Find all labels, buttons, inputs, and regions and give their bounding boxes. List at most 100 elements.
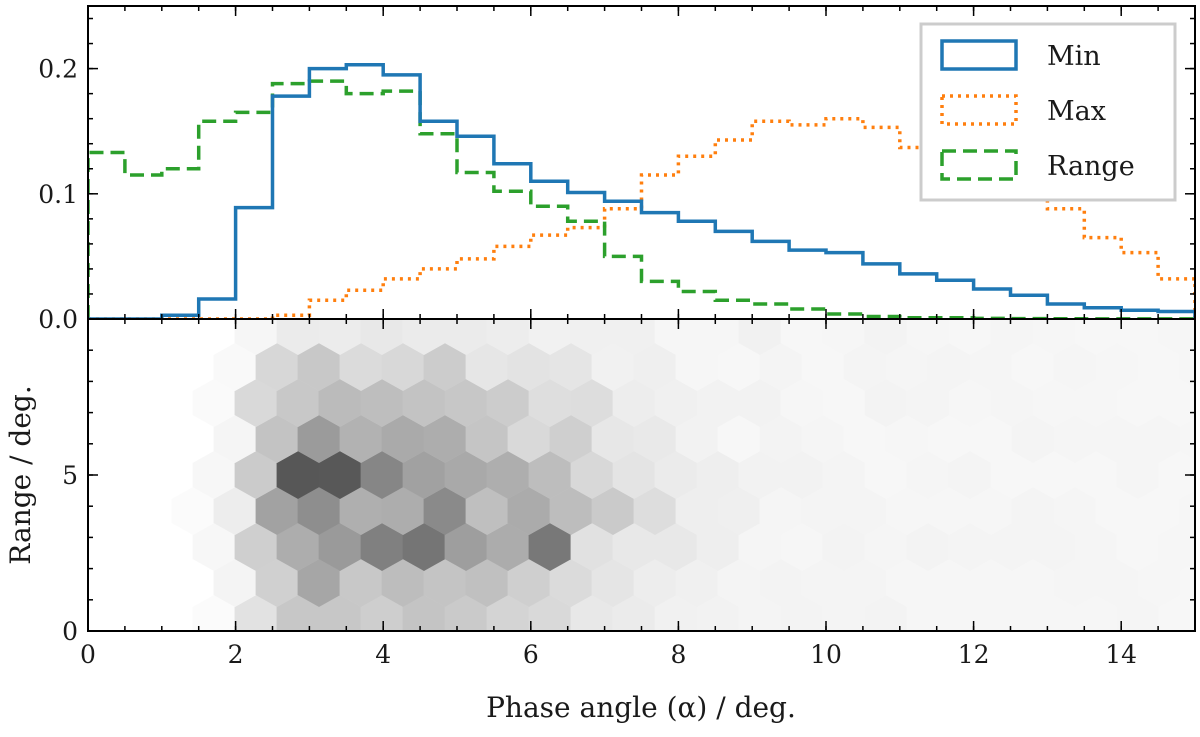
hexbin-cell [360,379,404,427]
hexbin-cell [906,319,950,355]
hexbin-cell [549,415,593,463]
hexbin-cell [1074,523,1118,571]
hexbin-cell [444,379,488,427]
hexbin-cell [192,451,236,499]
hexbin-cell [423,415,467,463]
hexbin-cell [1032,523,1076,571]
hexbin-cell [1053,487,1097,535]
hexbin-cell [213,415,257,463]
hexbin-cell [486,523,530,571]
hexbin-cell [864,451,908,499]
hexbin-cell [906,595,950,631]
hexbin-cell [486,451,530,499]
hexbin-cell [1137,559,1181,607]
legend-swatch-min [940,39,1018,71]
hexbin-cell [1095,559,1139,607]
hexbin-cell [633,415,677,463]
hexbin-cell [402,595,446,631]
hexbin-cell [906,379,950,427]
hexbin-cell [570,319,614,355]
hexbin-cell [444,319,488,355]
hexbin-cell [1116,319,1160,355]
hexbin-cell [1011,559,1055,607]
hexbin-cell [318,523,362,571]
hexbin-cell [948,595,992,631]
hexbin-cell [885,487,929,535]
hexbin-cell [318,595,362,631]
hexbin-cell [297,415,341,463]
hexbin-cell [192,595,236,631]
hexbin-cell [213,343,257,391]
hexbin-cell [444,451,488,499]
hexbin-cell [948,319,992,355]
hexbin-cell [591,487,635,535]
hexbin-cell [738,319,782,355]
hexbin-cell [759,415,803,463]
hexbin-cell [801,559,845,607]
hexbin-cell [528,379,572,427]
hexbin-cell [1179,562,1195,604]
hexbin-cell [696,319,740,355]
hexbin-cell [1095,343,1139,391]
hexbin-cell [612,523,656,571]
hexbin-cell [255,487,299,535]
x-tick-label: 0 [80,640,96,669]
hexbin-cell [1011,487,1055,535]
hexbin-cell [423,343,467,391]
hexbin-cell [234,451,278,499]
hexbin-cell [696,595,740,631]
hexbin-cell [234,319,278,355]
hexbin-cell [402,379,446,427]
hexbin-cells [171,319,1195,631]
hexbin-cell [843,415,887,463]
hexbin-cell [1074,379,1118,427]
series-line-range [88,79,1195,319]
hexbin-cell [864,595,908,631]
hexbin-cell [864,379,908,427]
hexbin-cell [360,451,404,499]
hexbin-cell [402,319,446,355]
hexbin-cell [381,487,425,535]
hexbin-cell [1179,418,1195,460]
x-tick-label: 12 [958,640,990,669]
hexbin-cell [927,415,971,463]
hexbin-cell [612,319,656,355]
hexbin-cell [801,487,845,535]
hexbin-cell [717,343,761,391]
hexbin-panel: 0 5 0 2 4 6 8 10 12 14 [62,318,1196,669]
hexbin-cell [1179,346,1195,388]
legend-box [919,22,1177,202]
hexbin-cell [738,451,782,499]
legend-swatch-range [940,149,1018,181]
hexbin-cell [276,595,320,631]
hexbin-cell [255,415,299,463]
hexbin-cell [633,487,677,535]
hexbin-cell [549,559,593,607]
hexbin-cell [528,595,572,631]
hexbin-cell [507,559,551,607]
hexbin-cell [822,595,866,631]
hexbin-cell [738,523,782,571]
hexbin-cell [1032,595,1076,631]
hexbin-cell [1116,379,1160,427]
hexbin-cell [381,559,425,607]
hexbin-cell [612,451,656,499]
hexbin-cell [1074,595,1118,631]
hexbin-cell [927,343,971,391]
hexbin-cell [906,451,950,499]
hexbin-cell [360,523,404,571]
hexbin-cell [696,379,740,427]
hexbin-cell [1116,451,1160,499]
hexbin-cell [780,451,824,499]
legend-label-min: Min [1047,41,1101,72]
hexbin-cell [1137,487,1181,535]
hexbin-cell [507,343,551,391]
legend-label-max: Max [1047,96,1106,127]
hexbin-cell [927,487,971,535]
hexbin-cell [801,415,845,463]
y-tick-label: 0 [62,617,78,646]
hexbin-cell [1032,319,1076,355]
hexbin-cell [759,559,803,607]
hexbin-cell [276,379,320,427]
